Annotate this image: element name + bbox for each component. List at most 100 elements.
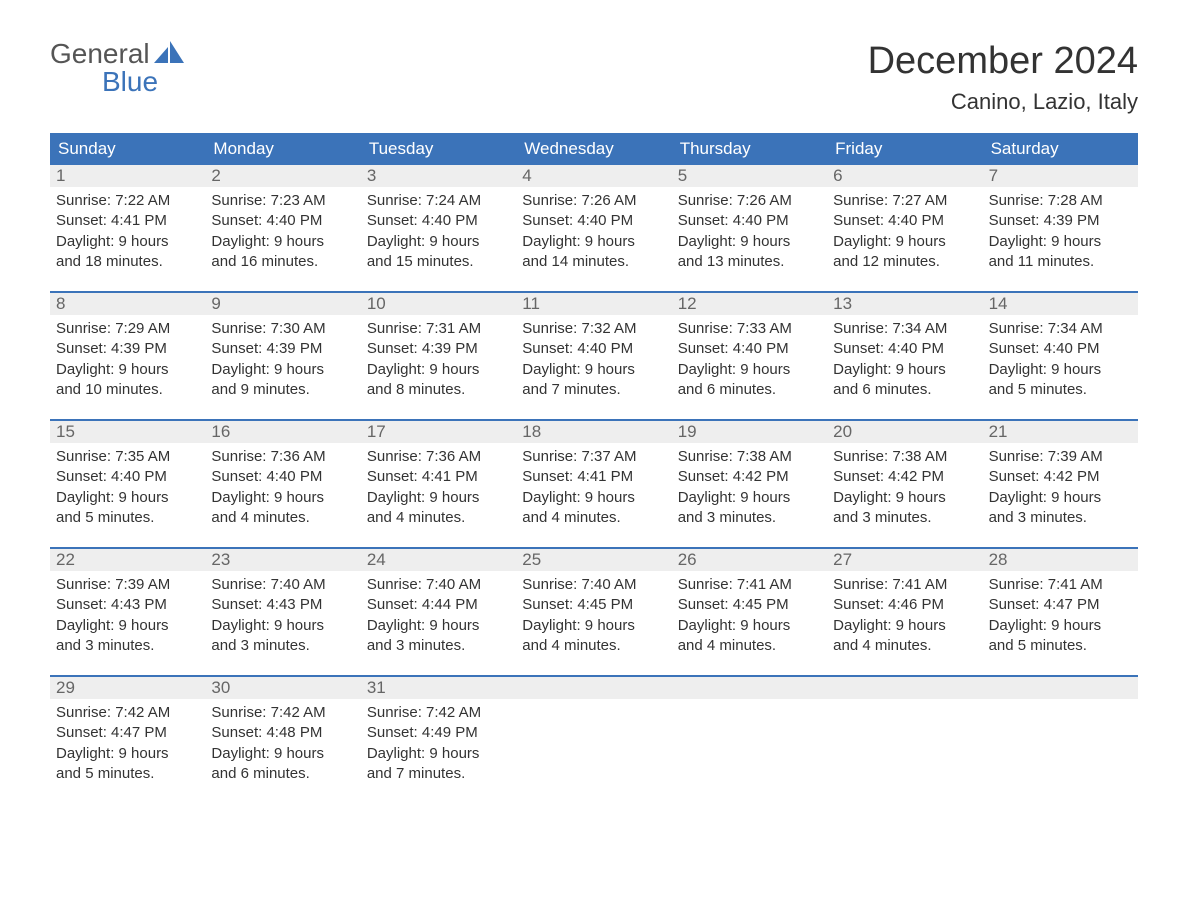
calendar-day: 27Sunrise: 7:41 AMSunset: 4:46 PMDayligh… bbox=[827, 549, 982, 661]
day-number bbox=[672, 677, 827, 699]
day-number: 23 bbox=[205, 549, 360, 571]
daylight-line-1: Daylight: 9 hours bbox=[211, 488, 354, 508]
daylight-line-2: and 14 minutes. bbox=[522, 252, 665, 272]
day-number: 3 bbox=[361, 165, 516, 187]
daylight-line-2: and 4 minutes. bbox=[211, 508, 354, 528]
calendar-day: 16Sunrise: 7:36 AMSunset: 4:40 PMDayligh… bbox=[205, 421, 360, 533]
day-body: Sunrise: 7:33 AMSunset: 4:40 PMDaylight:… bbox=[672, 315, 827, 405]
daylight-line-2: and 7 minutes. bbox=[367, 764, 510, 784]
day-body: Sunrise: 7:28 AMSunset: 4:39 PMDaylight:… bbox=[983, 187, 1138, 277]
day-number: 14 bbox=[983, 293, 1138, 315]
sunset-text: Sunset: 4:40 PM bbox=[211, 211, 354, 231]
logo-word-1: General bbox=[50, 40, 150, 68]
daylight-line-1: Daylight: 9 hours bbox=[522, 232, 665, 252]
dow-wednesday: Wednesday bbox=[516, 133, 671, 165]
sunrise-text: Sunrise: 7:24 AM bbox=[367, 191, 510, 211]
daylight-line-1: Daylight: 9 hours bbox=[56, 744, 199, 764]
calendar-day: 14Sunrise: 7:34 AMSunset: 4:40 PMDayligh… bbox=[983, 293, 1138, 405]
daylight-line-2: and 5 minutes. bbox=[989, 636, 1132, 656]
daylight-line-2: and 18 minutes. bbox=[56, 252, 199, 272]
sunrise-text: Sunrise: 7:41 AM bbox=[678, 575, 821, 595]
day-number: 15 bbox=[50, 421, 205, 443]
week-row: 29Sunrise: 7:42 AMSunset: 4:47 PMDayligh… bbox=[50, 675, 1138, 789]
day-number bbox=[516, 677, 671, 699]
daylight-line-2: and 4 minutes. bbox=[833, 636, 976, 656]
day-body: Sunrise: 7:26 AMSunset: 4:40 PMDaylight:… bbox=[672, 187, 827, 277]
daylight-line-1: Daylight: 9 hours bbox=[522, 616, 665, 636]
daylight-line-1: Daylight: 9 hours bbox=[833, 488, 976, 508]
day-number: 6 bbox=[827, 165, 982, 187]
daylight-line-2: and 5 minutes. bbox=[989, 380, 1132, 400]
page-title: December 2024 bbox=[868, 40, 1138, 83]
logo: General Blue bbox=[50, 40, 184, 96]
daylight-line-1: Daylight: 9 hours bbox=[678, 360, 821, 380]
daylight-line-2: and 6 minutes. bbox=[678, 380, 821, 400]
calendar-day: 28Sunrise: 7:41 AMSunset: 4:47 PMDayligh… bbox=[983, 549, 1138, 661]
calendar-day: 22Sunrise: 7:39 AMSunset: 4:43 PMDayligh… bbox=[50, 549, 205, 661]
sunrise-text: Sunrise: 7:33 AM bbox=[678, 319, 821, 339]
sunset-text: Sunset: 4:43 PM bbox=[56, 595, 199, 615]
daylight-line-2: and 3 minutes. bbox=[989, 508, 1132, 528]
calendar-day: 23Sunrise: 7:40 AMSunset: 4:43 PMDayligh… bbox=[205, 549, 360, 661]
sunrise-text: Sunrise: 7:34 AM bbox=[989, 319, 1132, 339]
sunset-text: Sunset: 4:40 PM bbox=[678, 339, 821, 359]
calendar-day bbox=[516, 677, 671, 789]
day-body: Sunrise: 7:42 AMSunset: 4:48 PMDaylight:… bbox=[205, 699, 360, 789]
calendar-day: 9Sunrise: 7:30 AMSunset: 4:39 PMDaylight… bbox=[205, 293, 360, 405]
sunrise-text: Sunrise: 7:42 AM bbox=[367, 703, 510, 723]
sail-icon bbox=[154, 40, 184, 68]
calendar-day: 25Sunrise: 7:40 AMSunset: 4:45 PMDayligh… bbox=[516, 549, 671, 661]
day-body: Sunrise: 7:29 AMSunset: 4:39 PMDaylight:… bbox=[50, 315, 205, 405]
sunrise-text: Sunrise: 7:35 AM bbox=[56, 447, 199, 467]
day-body: Sunrise: 7:31 AMSunset: 4:39 PMDaylight:… bbox=[361, 315, 516, 405]
daylight-line-2: and 3 minutes. bbox=[367, 636, 510, 656]
sunrise-text: Sunrise: 7:37 AM bbox=[522, 447, 665, 467]
calendar-day: 17Sunrise: 7:36 AMSunset: 4:41 PMDayligh… bbox=[361, 421, 516, 533]
sunset-text: Sunset: 4:39 PM bbox=[56, 339, 199, 359]
day-number: 12 bbox=[672, 293, 827, 315]
sunrise-text: Sunrise: 7:40 AM bbox=[522, 575, 665, 595]
sunrise-text: Sunrise: 7:40 AM bbox=[367, 575, 510, 595]
sunrise-text: Sunrise: 7:36 AM bbox=[367, 447, 510, 467]
daylight-line-2: and 4 minutes. bbox=[522, 636, 665, 656]
sunrise-text: Sunrise: 7:41 AM bbox=[989, 575, 1132, 595]
day-body: Sunrise: 7:42 AMSunset: 4:49 PMDaylight:… bbox=[361, 699, 516, 789]
day-number: 30 bbox=[205, 677, 360, 699]
sunrise-text: Sunrise: 7:28 AM bbox=[989, 191, 1132, 211]
daylight-line-1: Daylight: 9 hours bbox=[367, 232, 510, 252]
daylight-line-2: and 3 minutes. bbox=[833, 508, 976, 528]
daylight-line-1: Daylight: 9 hours bbox=[367, 616, 510, 636]
daylight-line-2: and 4 minutes. bbox=[367, 508, 510, 528]
day-number bbox=[983, 677, 1138, 699]
daylight-line-1: Daylight: 9 hours bbox=[989, 616, 1132, 636]
sunset-text: Sunset: 4:46 PM bbox=[833, 595, 976, 615]
calendar-day: 31Sunrise: 7:42 AMSunset: 4:49 PMDayligh… bbox=[361, 677, 516, 789]
daylight-line-1: Daylight: 9 hours bbox=[211, 360, 354, 380]
sunrise-text: Sunrise: 7:26 AM bbox=[678, 191, 821, 211]
day-body: Sunrise: 7:40 AMSunset: 4:43 PMDaylight:… bbox=[205, 571, 360, 661]
day-body: Sunrise: 7:35 AMSunset: 4:40 PMDaylight:… bbox=[50, 443, 205, 533]
day-body: Sunrise: 7:32 AMSunset: 4:40 PMDaylight:… bbox=[516, 315, 671, 405]
daylight-line-2: and 3 minutes. bbox=[211, 636, 354, 656]
calendar-day: 3Sunrise: 7:24 AMSunset: 4:40 PMDaylight… bbox=[361, 165, 516, 277]
daylight-line-2: and 4 minutes. bbox=[522, 508, 665, 528]
calendar-day: 8Sunrise: 7:29 AMSunset: 4:39 PMDaylight… bbox=[50, 293, 205, 405]
calendar-day bbox=[983, 677, 1138, 789]
daylight-line-1: Daylight: 9 hours bbox=[56, 232, 199, 252]
day-number: 10 bbox=[361, 293, 516, 315]
daylight-line-1: Daylight: 9 hours bbox=[522, 360, 665, 380]
daylight-line-1: Daylight: 9 hours bbox=[211, 744, 354, 764]
sunset-text: Sunset: 4:47 PM bbox=[989, 595, 1132, 615]
calendar-day: 30Sunrise: 7:42 AMSunset: 4:48 PMDayligh… bbox=[205, 677, 360, 789]
day-body bbox=[516, 699, 671, 789]
sunrise-text: Sunrise: 7:39 AM bbox=[989, 447, 1132, 467]
sunset-text: Sunset: 4:39 PM bbox=[989, 211, 1132, 231]
dow-sunday: Sunday bbox=[50, 133, 205, 165]
day-body: Sunrise: 7:23 AMSunset: 4:40 PMDaylight:… bbox=[205, 187, 360, 277]
calendar-day: 4Sunrise: 7:26 AMSunset: 4:40 PMDaylight… bbox=[516, 165, 671, 277]
daylight-line-2: and 8 minutes. bbox=[367, 380, 510, 400]
daylight-line-1: Daylight: 9 hours bbox=[833, 360, 976, 380]
daylight-line-1: Daylight: 9 hours bbox=[367, 360, 510, 380]
sunrise-text: Sunrise: 7:29 AM bbox=[56, 319, 199, 339]
day-number: 11 bbox=[516, 293, 671, 315]
